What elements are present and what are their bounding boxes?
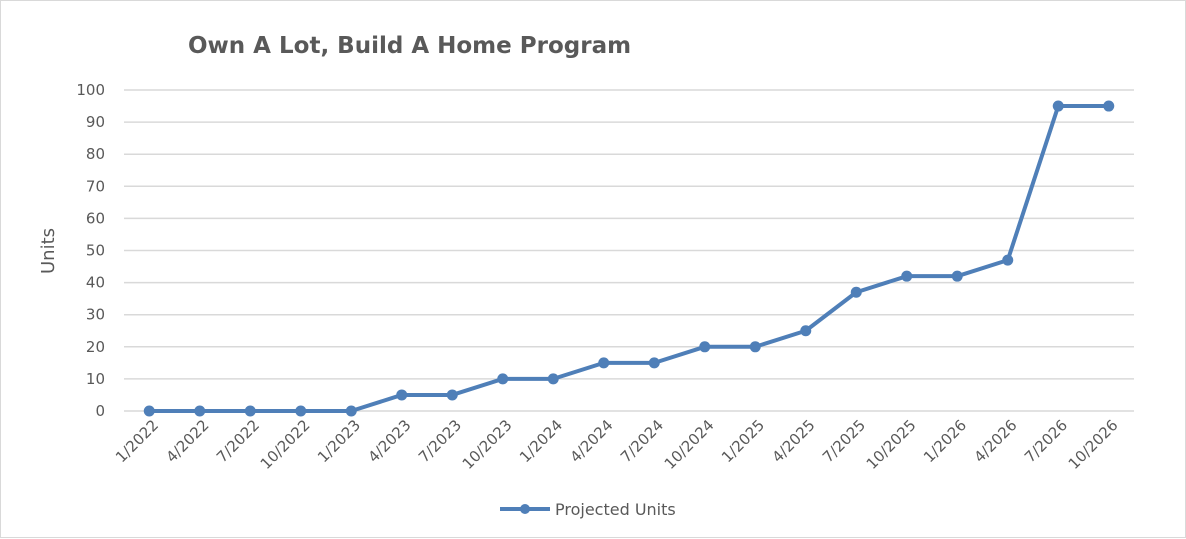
y-tick-label: 10: [86, 370, 105, 388]
x-tick-label: 1/2025: [718, 416, 768, 466]
data-point: [194, 405, 206, 417]
y-axis-ticks: 0 10 20 30 40 50 60 70 80 90 100: [76, 81, 105, 420]
data-point: [598, 357, 610, 369]
x-tick-label: 7/2025: [819, 416, 869, 466]
x-tick-label: 4/2026: [971, 416, 1021, 466]
y-axis-label: Units: [38, 228, 59, 274]
y-tick-label: 40: [86, 274, 105, 292]
x-tick-label: 1/2026: [920, 416, 970, 466]
y-tick-label: 50: [86, 242, 105, 260]
x-tick-label: 1/2024: [516, 416, 566, 466]
data-point: [547, 373, 559, 385]
legend-marker: [520, 504, 530, 514]
legend-label: Projected Units: [555, 500, 676, 519]
data-point: [850, 286, 862, 298]
data-point: [648, 357, 660, 369]
data-point: [901, 270, 913, 282]
x-tick-label: 4/2025: [769, 416, 819, 466]
data-point: [1002, 254, 1014, 266]
x-tick-label: 7/2026: [1021, 416, 1071, 466]
data-point: [699, 341, 711, 353]
y-tick-label: 20: [86, 338, 105, 356]
x-tick-label: 10/2024: [661, 416, 718, 473]
data-point: [1103, 100, 1115, 112]
x-tick-label: 4/2022: [163, 416, 213, 466]
x-tick-label: 1/2022: [112, 416, 162, 466]
data-point: [295, 405, 307, 417]
data-point: [800, 325, 812, 337]
y-tick-label: 100: [76, 81, 105, 99]
x-tick-label: 4/2023: [365, 416, 415, 466]
x-tick-label: 7/2022: [213, 416, 263, 466]
legend: Projected Units: [500, 500, 676, 519]
series-layer: [143, 100, 1115, 417]
data-point: [345, 405, 357, 417]
y-tick-label: 90: [86, 113, 105, 131]
x-tick-label: 4/2024: [567, 416, 617, 466]
data-point: [1052, 100, 1064, 112]
gridlines: [124, 89, 1134, 412]
chart-title: Own A Lot, Build A Home Program: [188, 33, 631, 59]
data-point: [244, 405, 256, 417]
x-tick-label: 7/2024: [617, 416, 667, 466]
y-tick-label: 80: [86, 145, 105, 163]
data-point: [749, 341, 761, 353]
y-tick-label: 70: [86, 177, 105, 195]
x-tick-label: 1/2023: [314, 416, 364, 466]
y-tick-label: 30: [86, 306, 105, 324]
data-point: [497, 373, 509, 385]
y-tick-label: 0: [95, 402, 105, 420]
x-tick-label: 10/2023: [459, 416, 516, 473]
y-tick-label: 60: [86, 209, 105, 227]
data-point: [396, 389, 408, 401]
x-tick-label: 7/2023: [415, 416, 465, 466]
series-line: [149, 104, 1109, 413]
x-tick-label: 10/2022: [257, 416, 314, 473]
data-point: [951, 270, 963, 282]
data-point: [143, 405, 155, 417]
data-point: [446, 389, 458, 401]
x-tick-label: 10/2025: [863, 416, 920, 473]
x-tick-label: 10/2026: [1065, 416, 1122, 473]
